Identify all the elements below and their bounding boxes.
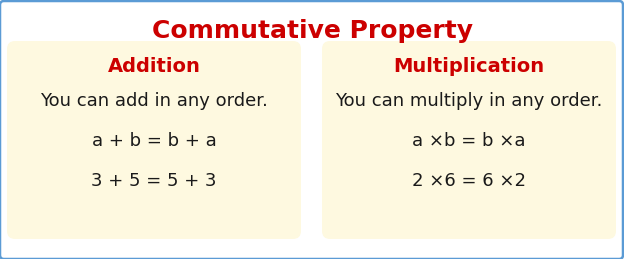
Text: You can add in any order.: You can add in any order.	[40, 92, 268, 110]
Text: Multiplication: Multiplication	[394, 56, 545, 76]
Text: 3 + 5 = 5 + 3: 3 + 5 = 5 + 3	[91, 172, 217, 190]
Text: 2 ×6 = 6 ×2: 2 ×6 = 6 ×2	[412, 172, 526, 190]
Text: Addition: Addition	[107, 56, 200, 76]
FancyBboxPatch shape	[322, 41, 616, 239]
Text: You can multiply in any order.: You can multiply in any order.	[335, 92, 603, 110]
Text: a + b = b + a: a + b = b + a	[92, 132, 217, 150]
FancyBboxPatch shape	[7, 41, 301, 239]
Text: Commutative Property: Commutative Property	[152, 19, 472, 43]
Text: a ×b = b ×a: a ×b = b ×a	[412, 132, 526, 150]
